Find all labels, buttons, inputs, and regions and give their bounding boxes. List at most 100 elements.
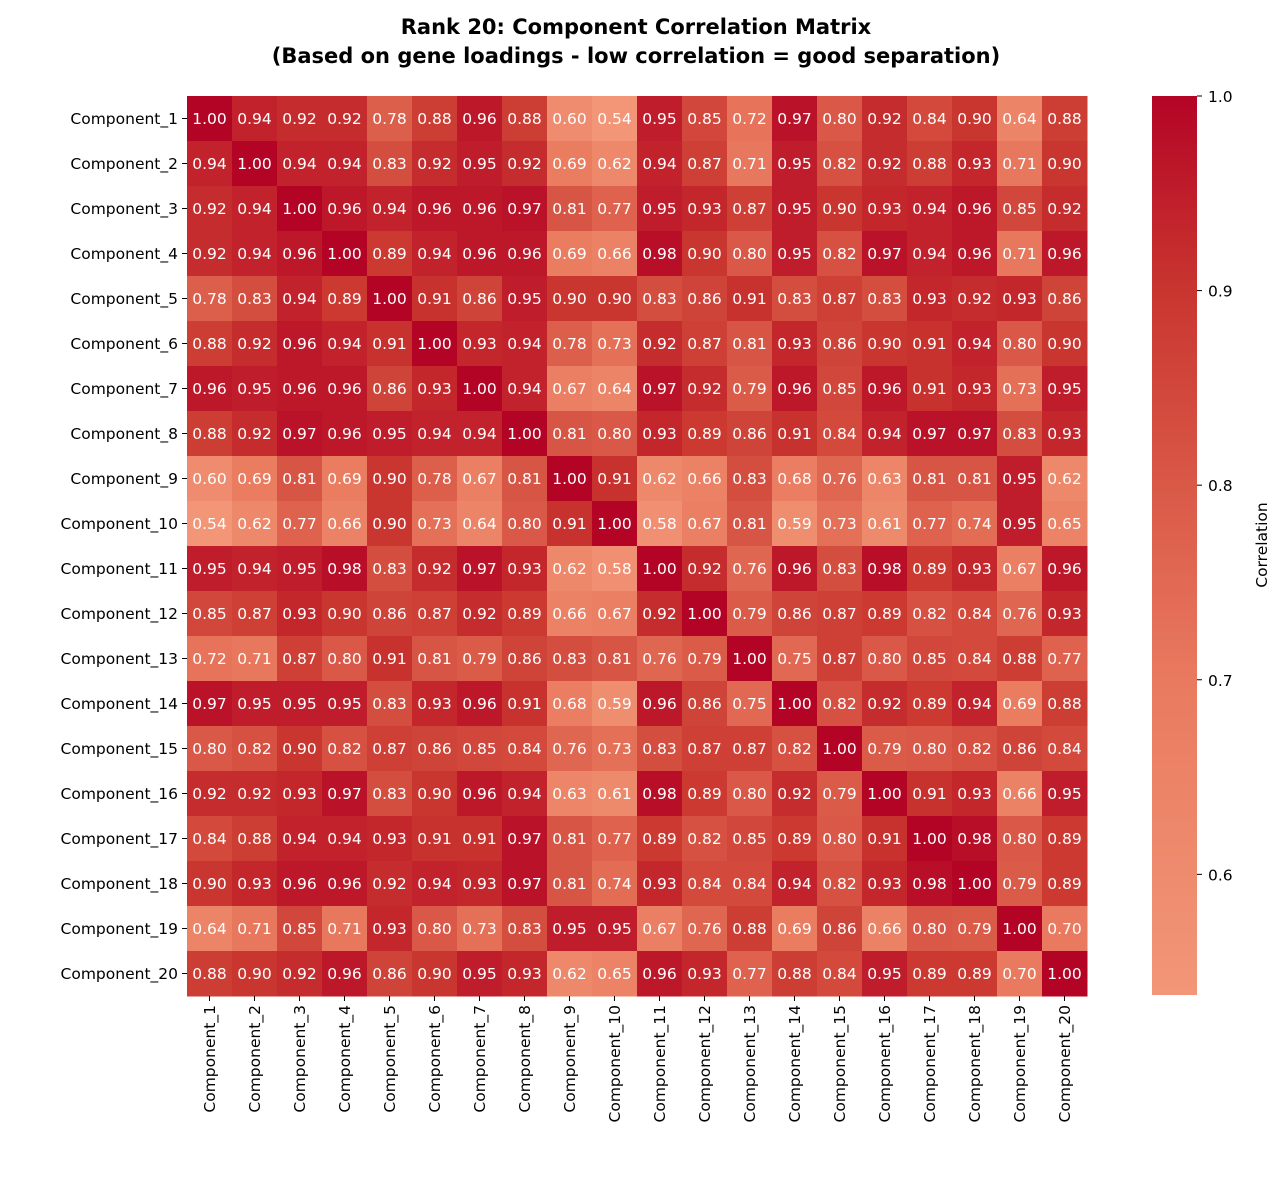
cell-value-label: 0.88	[417, 110, 452, 128]
y-tick-label: Component_14	[61, 695, 178, 714]
cell-value-label: 1.00	[237, 155, 272, 173]
cell-value-label: 0.85	[912, 650, 947, 668]
heatmap-cell	[547, 681, 593, 727]
x-tick-label: Component_9	[561, 1005, 580, 1113]
heatmap-cell	[952, 771, 998, 817]
heatmap-cell	[592, 321, 638, 367]
cell-value-label: 0.71	[327, 920, 362, 938]
cell-value-label: 0.84	[192, 830, 227, 848]
heatmap-cell	[187, 861, 233, 907]
cell-value-label: 0.95	[552, 920, 587, 938]
heatmap-cell	[457, 501, 503, 547]
heatmap-cell	[727, 681, 773, 727]
heatmap-cell	[367, 816, 413, 862]
cell-value-label: 0.80	[1002, 830, 1037, 848]
heatmap-cell	[367, 591, 413, 637]
cell-value-label: 0.89	[327, 290, 362, 308]
cell-value-label: 0.54	[597, 110, 632, 128]
cell-value-label: 0.92	[1047, 200, 1082, 218]
cell-value-label: 0.87	[822, 650, 857, 668]
cell-value-label: 0.96	[642, 695, 677, 713]
cell-value-label: 1.00	[912, 830, 947, 848]
heatmap-cell	[637, 96, 683, 142]
heatmap-cell	[367, 141, 413, 187]
heatmap-cell	[232, 951, 278, 997]
cell-value-label: 0.94	[777, 875, 812, 893]
cell-value-label: 0.93	[282, 785, 317, 803]
heatmap-cell	[502, 591, 548, 637]
cell-value-label: 0.82	[957, 740, 992, 758]
heatmap-cell	[367, 96, 413, 142]
cell-value-label: 0.92	[237, 335, 272, 353]
cell-value-label: 0.90	[327, 605, 362, 623]
heatmap-cell	[457, 96, 503, 142]
heatmap-cell	[907, 726, 953, 772]
heatmap-cell	[952, 636, 998, 682]
cell-value-label: 0.82	[822, 155, 857, 173]
cell-value-label: 0.91	[372, 335, 407, 353]
cell-value-label: 0.90	[552, 290, 587, 308]
cell-value-label: 0.81	[552, 200, 587, 218]
colorbar-label: Correlation	[1253, 502, 1271, 587]
heatmap-cell	[547, 96, 593, 142]
heatmap-cell	[412, 141, 458, 187]
heatmap-cell	[637, 771, 683, 817]
cell-value-label: 0.95	[282, 560, 317, 578]
cell-value-label: 0.93	[687, 965, 722, 983]
heatmap-cell	[862, 906, 908, 952]
cell-value-label: 0.79	[732, 605, 767, 623]
cell-value-label: 0.77	[597, 200, 632, 218]
cell-value-label: 0.79	[462, 650, 497, 668]
cell-value-label: 0.77	[1047, 650, 1082, 668]
cell-value-label: 1.00	[642, 560, 677, 578]
cell-value-label: 0.93	[867, 200, 902, 218]
heatmap-cell	[367, 276, 413, 322]
heatmap-cell	[502, 411, 548, 457]
heatmap-cell	[997, 366, 1043, 412]
cell-value-label: 0.86	[372, 965, 407, 983]
heatmap-cell	[952, 951, 998, 997]
heatmap-cell	[187, 591, 233, 637]
cell-value-label: 1.00	[462, 380, 497, 398]
heatmap-cell	[637, 906, 683, 952]
heatmap-cell	[592, 771, 638, 817]
cell-value-label: 0.70	[1002, 965, 1037, 983]
heatmap-cell	[322, 861, 368, 907]
y-tick-label: Component_1	[70, 110, 178, 129]
heatmap-cell	[997, 816, 1043, 862]
cell-value-label: 0.66	[867, 920, 902, 938]
cell-value-label: 0.96	[1047, 560, 1082, 578]
cell-value-label: 0.84	[822, 965, 857, 983]
cell-value-label: 0.80	[507, 515, 542, 533]
heatmap-cell	[907, 636, 953, 682]
heatmap-cell	[412, 951, 458, 997]
x-tick-label: Component_8	[516, 1005, 535, 1113]
heatmap-cell	[637, 186, 683, 232]
heatmap-cell	[277, 726, 323, 772]
cell-value-label: 0.67	[597, 605, 632, 623]
cell-value-label: 0.92	[192, 200, 227, 218]
y-tick-label: Component_12	[61, 605, 178, 624]
heatmap-cell	[547, 816, 593, 862]
cell-value-label: 0.77	[912, 515, 947, 533]
cell-value-label: 0.77	[282, 515, 317, 533]
heatmap-cell	[682, 96, 728, 142]
cell-value-label: 1.00	[867, 785, 902, 803]
chart-title-line-2: (Based on gene loadings - low correlatio…	[272, 44, 1000, 68]
cell-value-label: 0.89	[642, 830, 677, 848]
heatmap-cell	[772, 186, 818, 232]
heatmap-cell	[547, 726, 593, 772]
heatmap-cell	[502, 501, 548, 547]
cell-value-label: 0.92	[417, 560, 452, 578]
cell-value-label: 0.94	[507, 785, 542, 803]
heatmap-cell	[862, 816, 908, 862]
cell-value-label: 0.65	[1047, 515, 1082, 533]
cell-value-label: 0.81	[507, 470, 542, 488]
cell-value-label: 0.68	[552, 695, 587, 713]
heatmap-cell	[232, 546, 278, 592]
cell-value-label: 0.84	[912, 110, 947, 128]
heatmap-cell	[232, 636, 278, 682]
cell-value-label: 0.96	[957, 200, 992, 218]
cell-value-label: 0.97	[462, 560, 497, 578]
cell-value-label: 0.73	[462, 920, 497, 938]
